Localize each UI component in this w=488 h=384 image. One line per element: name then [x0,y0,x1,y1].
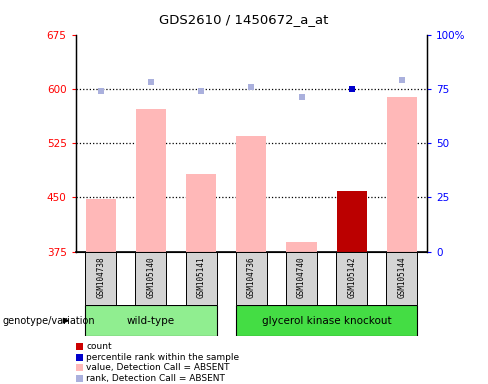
Text: GSM104736: GSM104736 [247,257,256,298]
Point [97,88,104,94]
Point [298,94,305,101]
Bar [286,252,317,305]
Text: rank, Detection Call = ABSENT: rank, Detection Call = ABSENT [86,374,225,383]
Point [398,77,406,83]
Bar [236,305,417,336]
Text: value, Detection Call = ABSENT: value, Detection Call = ABSENT [86,363,230,372]
Point [348,86,356,92]
Text: wild-type: wild-type [127,316,175,326]
Text: count: count [86,342,112,351]
Text: GSM104738: GSM104738 [96,257,105,298]
Bar [185,252,217,305]
Text: GSM105140: GSM105140 [146,257,156,298]
Text: genotype/variation: genotype/variation [2,316,95,326]
Bar [286,242,317,252]
Point [247,84,255,90]
Text: glycerol kinase knockout: glycerol kinase knockout [262,316,391,326]
Bar [85,305,217,336]
Bar [136,109,166,252]
Text: GSM104740: GSM104740 [297,257,306,298]
Bar [387,98,417,252]
Bar [236,252,267,305]
Text: percentile rank within the sample: percentile rank within the sample [86,353,240,362]
Bar [85,252,116,305]
Bar [336,252,367,305]
Text: GSM105144: GSM105144 [397,257,407,298]
Bar [337,192,367,252]
Bar [186,174,216,252]
Text: GSM105142: GSM105142 [347,257,356,298]
Point [197,88,205,94]
Point [147,79,155,85]
Bar [236,136,266,252]
Bar [386,252,417,305]
Bar [86,199,116,252]
Text: GDS2610 / 1450672_a_at: GDS2610 / 1450672_a_at [159,13,329,26]
Text: GSM105141: GSM105141 [197,257,205,298]
Bar [135,252,166,305]
